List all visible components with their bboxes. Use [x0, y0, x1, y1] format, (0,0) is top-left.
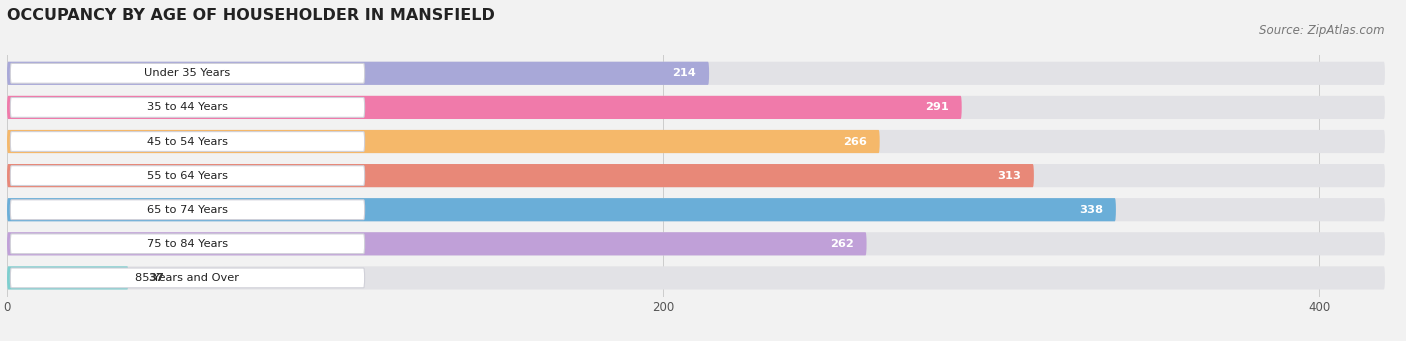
Text: 55 to 64 Years: 55 to 64 Years — [148, 170, 228, 181]
FancyBboxPatch shape — [10, 98, 364, 117]
Text: 214: 214 — [672, 68, 696, 78]
Text: 35 to 44 Years: 35 to 44 Years — [148, 102, 228, 113]
Text: 85 Years and Over: 85 Years and Over — [135, 273, 239, 283]
FancyBboxPatch shape — [10, 132, 364, 151]
Text: 262: 262 — [830, 239, 853, 249]
Text: 313: 313 — [997, 170, 1021, 181]
Text: 37: 37 — [148, 273, 165, 283]
FancyBboxPatch shape — [7, 130, 1385, 153]
FancyBboxPatch shape — [7, 266, 1385, 290]
FancyBboxPatch shape — [10, 200, 364, 220]
FancyBboxPatch shape — [7, 164, 1033, 187]
Text: Source: ZipAtlas.com: Source: ZipAtlas.com — [1260, 24, 1385, 37]
FancyBboxPatch shape — [7, 96, 962, 119]
FancyBboxPatch shape — [10, 166, 364, 186]
FancyBboxPatch shape — [7, 62, 1385, 85]
FancyBboxPatch shape — [7, 266, 128, 290]
FancyBboxPatch shape — [7, 62, 709, 85]
FancyBboxPatch shape — [7, 198, 1116, 221]
FancyBboxPatch shape — [10, 234, 364, 254]
Text: Under 35 Years: Under 35 Years — [145, 68, 231, 78]
FancyBboxPatch shape — [7, 232, 866, 255]
FancyBboxPatch shape — [7, 130, 880, 153]
FancyBboxPatch shape — [7, 164, 1385, 187]
Text: 338: 338 — [1078, 205, 1102, 215]
Text: OCCUPANCY BY AGE OF HOUSEHOLDER IN MANSFIELD: OCCUPANCY BY AGE OF HOUSEHOLDER IN MANSF… — [7, 8, 495, 23]
FancyBboxPatch shape — [10, 63, 364, 83]
Text: 266: 266 — [842, 136, 866, 147]
Text: 65 to 74 Years: 65 to 74 Years — [148, 205, 228, 215]
Text: 75 to 84 Years: 75 to 84 Years — [146, 239, 228, 249]
FancyBboxPatch shape — [7, 96, 1385, 119]
Text: 291: 291 — [925, 102, 949, 113]
Text: 45 to 54 Years: 45 to 54 Years — [148, 136, 228, 147]
FancyBboxPatch shape — [10, 268, 364, 288]
FancyBboxPatch shape — [7, 232, 1385, 255]
FancyBboxPatch shape — [7, 198, 1385, 221]
